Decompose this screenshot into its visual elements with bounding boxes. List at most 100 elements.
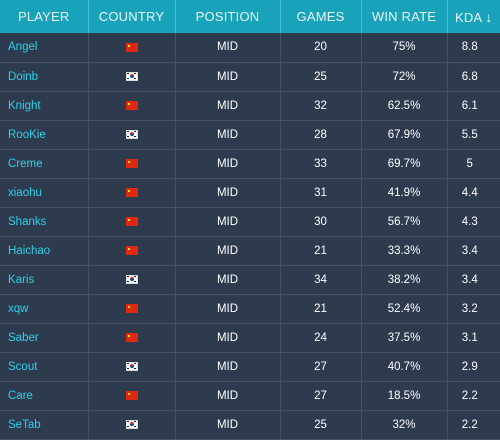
country-cell (88, 236, 176, 265)
games-cell: 28 (280, 120, 362, 149)
win-rate-cell: 41.9% (361, 178, 448, 207)
table-row: xqw MID 21 52.4% 3.2 (0, 294, 500, 323)
table-row: Scout MID 27 40.7% 2.9 (0, 352, 500, 381)
player-name-link[interactable]: Knight (0, 91, 89, 120)
kda-cell: 3.1 (461, 331, 478, 344)
position-cell: MID (175, 294, 281, 323)
sort-descending-icon: ↓ (485, 8, 493, 25)
column-header-games[interactable]: GAMES (280, 0, 362, 33)
china-flag-icon (125, 100, 138, 110)
player-name-link[interactable]: Scout (0, 352, 89, 381)
table-row: xiaohu MID 31 41.9% 4.4 (0, 178, 500, 207)
column-header-win-rate[interactable]: WIN RATE (361, 0, 448, 33)
position-cell: MID (175, 323, 281, 352)
player-name-link[interactable]: Haichao (0, 236, 89, 265)
win-rate-cell: 56.7% (361, 207, 448, 236)
kda-cell: 2.2 (461, 389, 478, 402)
win-rate-cell: 62.5% (361, 91, 448, 120)
position-cell: MID (175, 352, 281, 381)
china-flag-icon (125, 216, 138, 226)
table-row: Care MID 27 18.5% 2.2 (0, 381, 500, 410)
player-name-link[interactable]: Care (0, 381, 89, 410)
header-row: PLAYER COUNTRY POSITION GAMES WIN RATE K… (0, 0, 500, 33)
position-cell: MID (175, 62, 281, 91)
table-row: Knight MID 32 62.5% 6.1 (0, 91, 500, 120)
china-flag-icon (125, 245, 138, 255)
table-row: Angel MID 20 75% 8.8 (0, 33, 500, 62)
china-flag-icon (125, 390, 138, 400)
position-cell: MID (175, 207, 281, 236)
player-name-link[interactable]: Saber (0, 323, 89, 352)
country-cell (88, 178, 176, 207)
player-name-link[interactable]: Creme (0, 149, 89, 178)
south-korea-flag-icon (125, 71, 138, 81)
table-row: SeTab MID 25 32% 2.2 (0, 410, 500, 439)
country-cell (88, 62, 176, 91)
games-cell: 27 (280, 352, 362, 381)
kda-cell: 3.2 (461, 302, 478, 315)
table-row: Haichao MID 21 33.3% 3.4 (0, 236, 500, 265)
table-row: Doinb MID 25 72% 6.8 (0, 62, 500, 91)
player-name-link[interactable]: Karis (0, 265, 89, 294)
games-cell: 33 (280, 149, 362, 178)
country-cell (88, 323, 176, 352)
table-body: Angel MID 20 75% 8.8 Doinb MID 25 72% 6.8 Knight MI… (0, 33, 500, 439)
column-header-country[interactable]: COUNTRY (88, 0, 176, 33)
win-rate-cell: 69.7% (361, 149, 448, 178)
country-cell (88, 91, 176, 120)
player-name-link[interactable]: Angel (0, 33, 89, 62)
win-rate-cell: 18.5% (361, 381, 448, 410)
country-cell (88, 381, 176, 410)
player-name-link[interactable]: SeTab (0, 410, 89, 439)
win-rate-cell: 40.7% (361, 352, 448, 381)
country-cell (88, 149, 176, 178)
country-cell (88, 120, 176, 149)
china-flag-icon (125, 332, 138, 342)
position-cell: MID (175, 236, 281, 265)
games-cell: 25 (280, 410, 362, 439)
win-rate-cell: 72% (361, 62, 448, 91)
games-cell: 20 (280, 33, 362, 62)
win-rate-cell: 52.4% (361, 294, 448, 323)
player-name-link[interactable]: xiaohu (0, 178, 89, 207)
player-name-link[interactable]: Shanks (0, 207, 89, 236)
table-row: Creme MID 33 69.7% 5 (0, 149, 500, 178)
position-cell: MID (175, 381, 281, 410)
win-rate-cell: 75% (361, 33, 448, 62)
country-cell (88, 207, 176, 236)
country-cell (88, 410, 176, 439)
player-name-link[interactable]: Doinb (0, 62, 89, 91)
kda-cell: 5.5 (461, 128, 478, 141)
games-cell: 27 (280, 381, 362, 410)
column-header-kda[interactable]: KDA ↓ (447, 0, 500, 33)
column-header-position[interactable]: POSITION (175, 0, 281, 33)
country-cell (88, 352, 176, 381)
player-name-link[interactable]: RooKie (0, 120, 89, 149)
position-cell: MID (175, 33, 281, 62)
win-rate-cell: 38.2% (361, 265, 448, 294)
games-cell: 21 (280, 294, 362, 323)
country-cell (88, 33, 176, 62)
games-cell: 34 (280, 265, 362, 294)
china-flag-icon (125, 303, 138, 313)
kda-cell: 4.4 (461, 186, 478, 199)
player-name-link[interactable]: xqw (0, 294, 89, 323)
games-cell: 30 (280, 207, 362, 236)
country-cell (88, 294, 176, 323)
column-header-player[interactable]: PLAYER (0, 0, 89, 33)
kda-cell: 8.8 (461, 41, 478, 54)
china-flag-icon (125, 187, 138, 197)
position-cell: MID (175, 120, 281, 149)
china-flag-icon (125, 42, 138, 52)
games-cell: 25 (280, 62, 362, 91)
win-rate-cell: 33.3% (361, 236, 448, 265)
position-cell: MID (175, 178, 281, 207)
games-cell: 24 (280, 323, 362, 352)
table-row: Shanks MID 30 56.7% 4.3 (0, 207, 500, 236)
kda-cell: 2.2 (461, 418, 478, 431)
position-cell: MID (175, 410, 281, 439)
china-flag-icon (125, 158, 138, 168)
position-cell: MID (175, 149, 281, 178)
kda-cell: 6.1 (461, 99, 478, 112)
